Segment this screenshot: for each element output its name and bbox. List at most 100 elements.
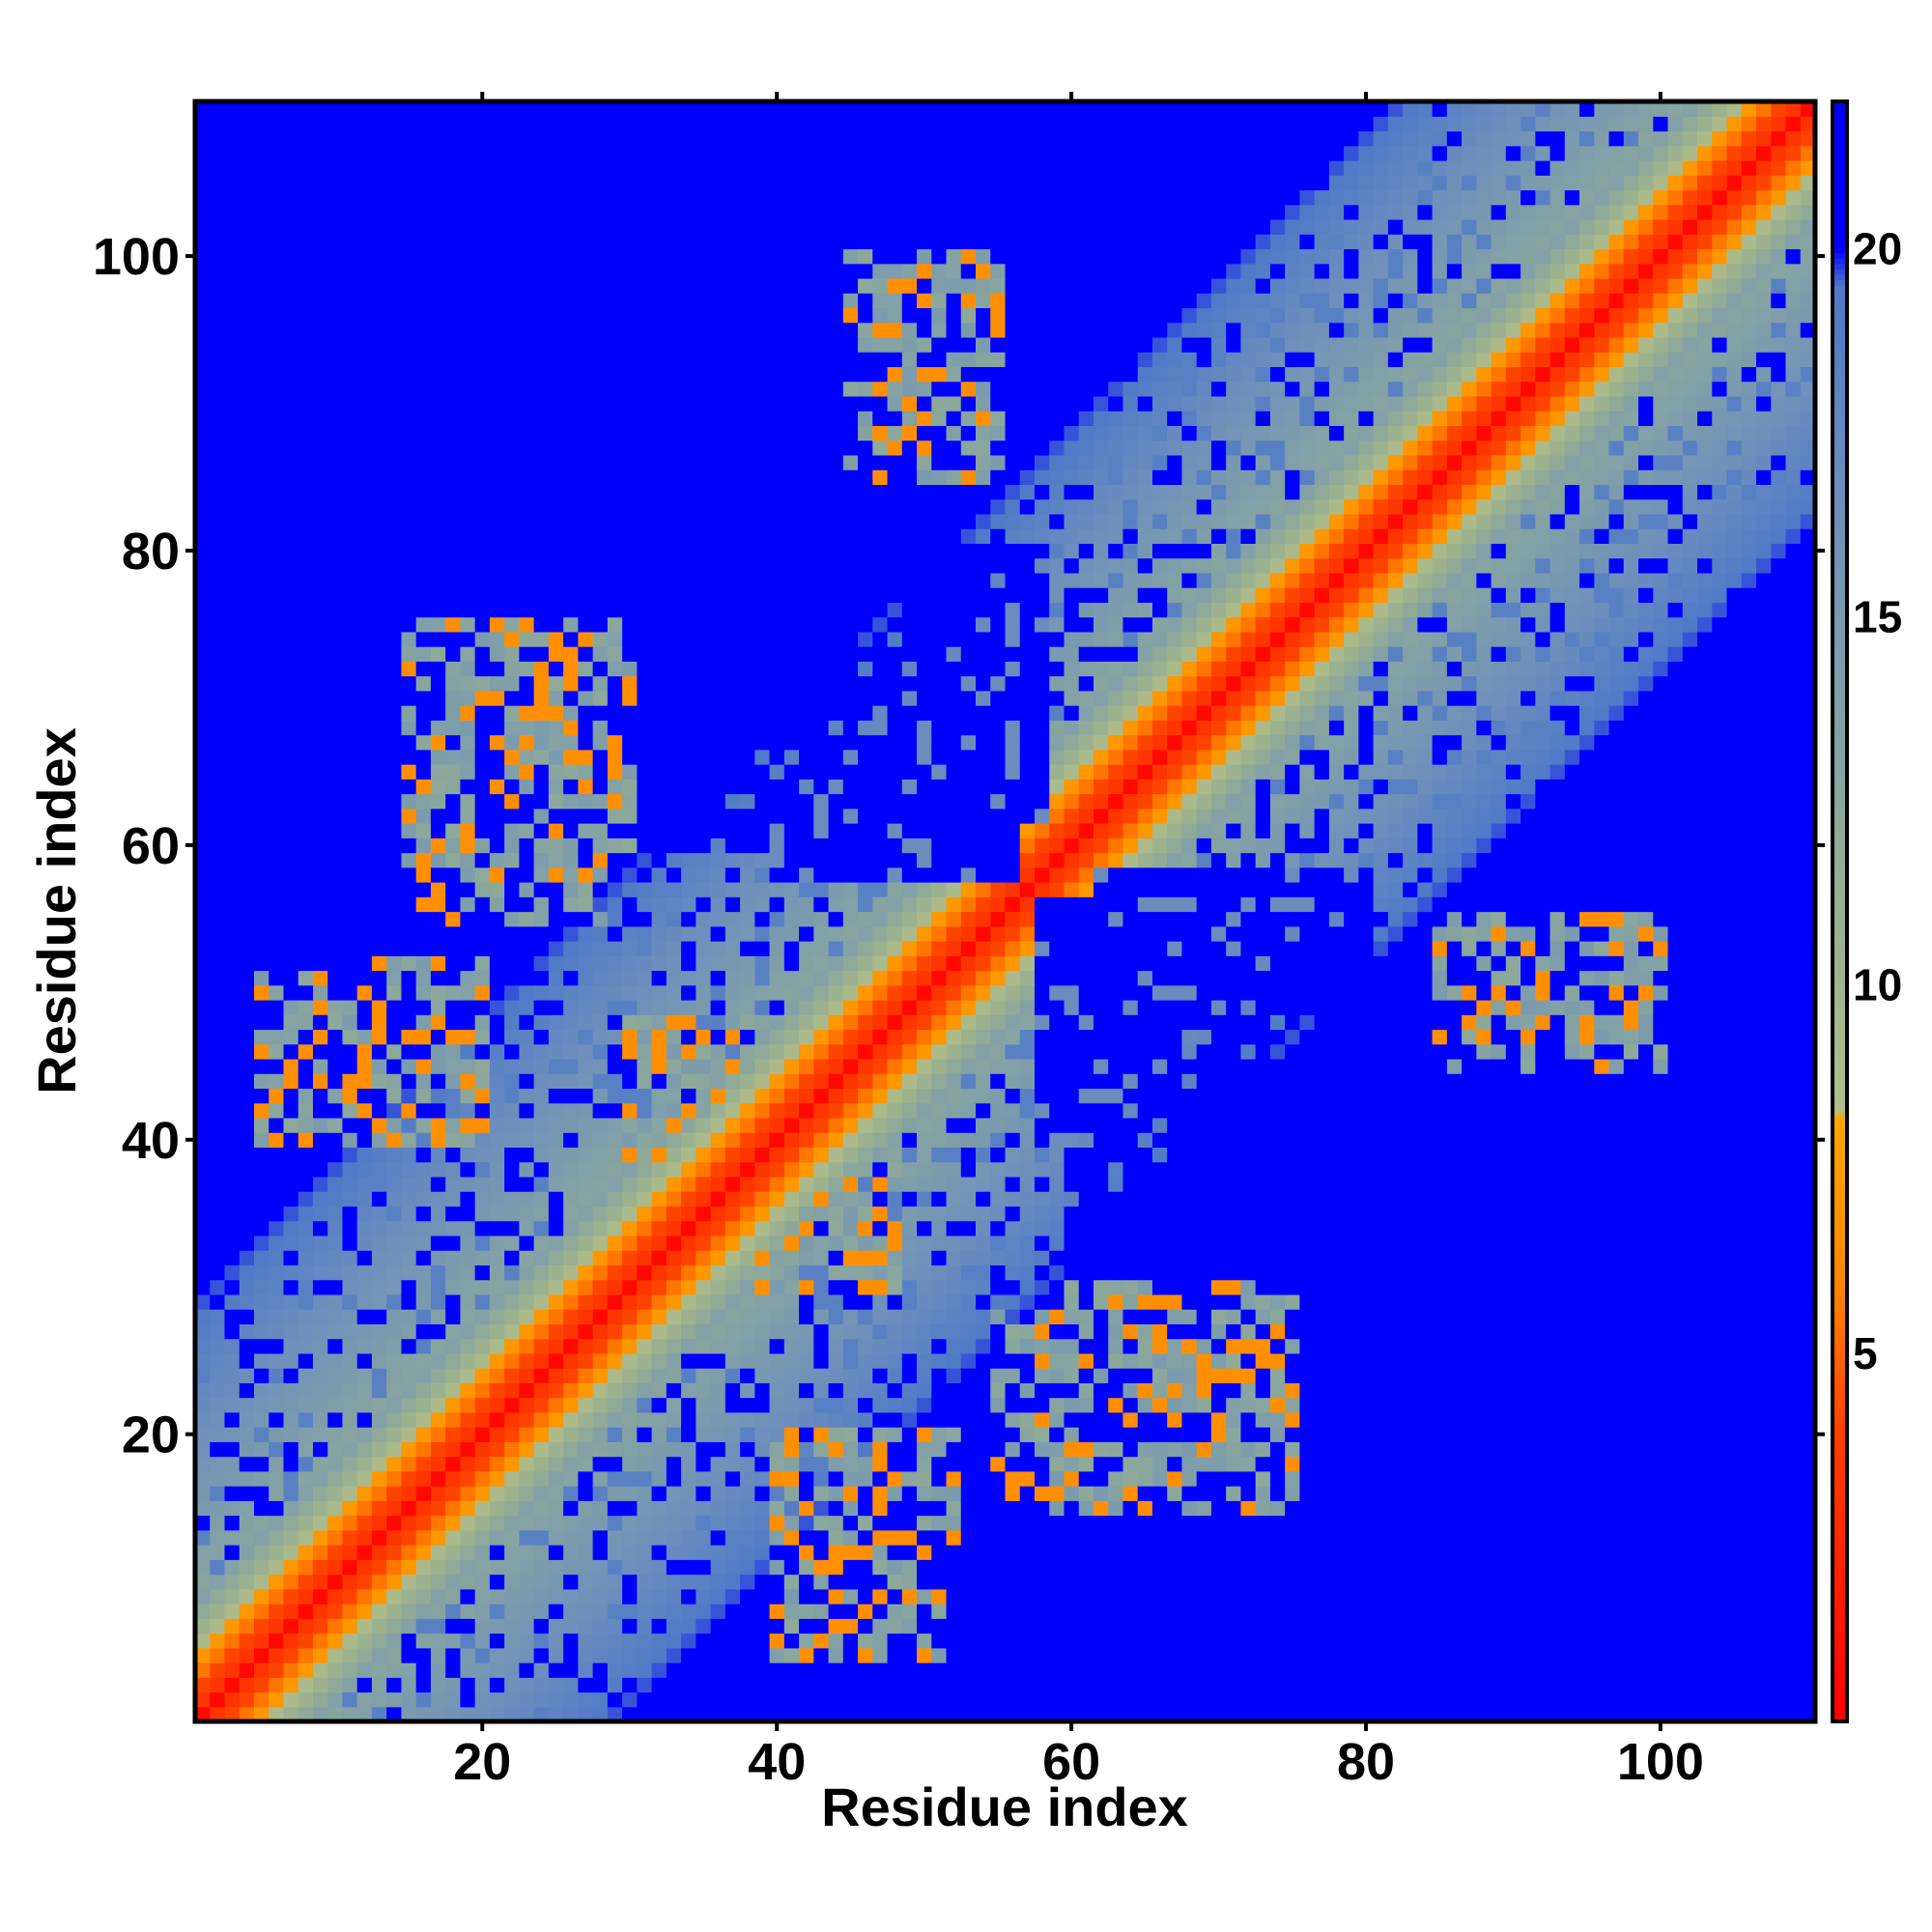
heatmap-cell — [401, 159, 417, 176]
heatmap-cell — [224, 984, 241, 1001]
heatmap-cell — [637, 1382, 653, 1399]
heatmap-cell — [283, 705, 299, 721]
heatmap-cell — [430, 469, 446, 485]
heatmap-cell — [371, 1411, 387, 1428]
heatmap-cell — [415, 336, 432, 353]
heatmap-cell — [253, 293, 270, 309]
heatmap-cell — [269, 808, 285, 824]
heatmap-cell — [283, 720, 299, 736]
heatmap-cell — [253, 440, 270, 456]
heatmap-cell — [460, 1147, 476, 1163]
heatmap-cell — [298, 984, 314, 1001]
heatmap-cell — [754, 911, 771, 927]
heatmap-cell — [489, 1382, 505, 1399]
heatmap-cell — [578, 1161, 594, 1178]
heatmap-cell — [740, 1604, 755, 1619]
heatmap-cell — [563, 631, 579, 647]
heatmap-cell — [799, 425, 814, 441]
heatmap-cell — [253, 425, 270, 441]
heatmap-cell — [754, 1264, 771, 1281]
heatmap-cell — [783, 808, 800, 824]
heatmap-cell — [489, 1250, 505, 1265]
heatmap-cell — [224, 1618, 241, 1634]
heatmap-cell — [283, 557, 299, 574]
heatmap-cell — [637, 1677, 653, 1693]
heatmap-cell — [651, 469, 668, 485]
heatmap-cell — [253, 1588, 270, 1605]
heatmap-cell — [622, 307, 638, 324]
heatmap-cell — [312, 1176, 328, 1192]
heatmap-cell — [724, 602, 741, 618]
heatmap-cell — [269, 116, 285, 132]
heatmap-cell — [371, 1427, 387, 1442]
heatmap-cell — [754, 852, 771, 868]
heatmap-cell — [489, 175, 505, 191]
heatmap-cell — [681, 1264, 696, 1281]
heatmap-cell — [813, 1691, 830, 1708]
heatmap-cell — [637, 882, 653, 897]
heatmap-cell — [356, 366, 373, 383]
heatmap-cell — [210, 1250, 226, 1265]
heatmap-cell — [578, 293, 594, 309]
heatmap-cell — [210, 145, 226, 161]
heatmap-cell — [696, 1206, 712, 1222]
heatmap-cell — [415, 1427, 432, 1442]
heatmap-cell — [622, 1293, 638, 1310]
heatmap-cell — [504, 999, 520, 1015]
heatmap-cell — [799, 1618, 814, 1634]
heatmap-cell — [799, 543, 814, 559]
heatmap-cell — [342, 307, 358, 324]
heatmap-cell — [622, 218, 638, 235]
heatmap-cell — [283, 955, 299, 972]
heatmap-cell — [489, 1206, 505, 1222]
heatmap-cell — [548, 1102, 564, 1119]
heatmap-cell — [783, 602, 800, 618]
heatmap-cell — [724, 218, 741, 235]
heatmap-cell — [210, 366, 226, 383]
heatmap-cell — [858, 1588, 873, 1605]
heatmap-cell — [445, 1088, 462, 1104]
heatmap-cell — [239, 1338, 255, 1354]
heatmap-cell — [239, 1529, 255, 1546]
heatmap-cell — [783, 1500, 800, 1517]
heatmap-cell — [769, 955, 785, 972]
heatmap-cell — [578, 675, 594, 692]
heatmap-cell — [401, 1029, 417, 1045]
heatmap-cell — [269, 823, 285, 838]
heatmap-cell — [253, 557, 270, 574]
heatmap-cell — [799, 557, 814, 574]
heatmap-cell — [681, 469, 696, 485]
heatmap-cell — [740, 1500, 755, 1517]
heatmap-cell — [371, 1574, 387, 1590]
heatmap-cell — [519, 1102, 535, 1119]
heatmap-cell — [637, 1338, 653, 1354]
heatmap-cell — [651, 1545, 668, 1560]
heatmap-cell — [858, 1368, 873, 1383]
heatmap-cell — [489, 218, 505, 235]
heatmap-cell — [622, 234, 638, 250]
heatmap-cell — [563, 690, 579, 706]
heatmap-cell — [371, 1088, 387, 1104]
heatmap-cell — [253, 911, 270, 927]
heatmap-cell — [578, 1662, 594, 1678]
heatmap-cell — [430, 984, 446, 1001]
heatmap-cell — [253, 1323, 270, 1340]
heatmap-cell — [445, 293, 462, 309]
heatmap-cell — [239, 1368, 255, 1383]
heatmap-cell — [445, 116, 462, 132]
heatmap-cell — [253, 1427, 270, 1442]
heatmap-cell — [327, 1073, 344, 1090]
heatmap-cell — [842, 1220, 859, 1236]
heatmap-cell — [460, 984, 476, 1001]
heatmap-cell — [356, 852, 373, 868]
heatmap-cell — [637, 263, 653, 279]
heatmap-cell — [430, 1235, 446, 1251]
heatmap-cell — [239, 1647, 255, 1663]
heatmap-cell — [430, 1309, 446, 1324]
heatmap-cell — [430, 1633, 446, 1649]
heatmap-cell — [681, 1073, 696, 1090]
heatmap-cell — [210, 411, 226, 426]
heatmap-cell — [783, 484, 800, 500]
heatmap-cell — [724, 984, 741, 1001]
heatmap-cell — [239, 925, 255, 942]
